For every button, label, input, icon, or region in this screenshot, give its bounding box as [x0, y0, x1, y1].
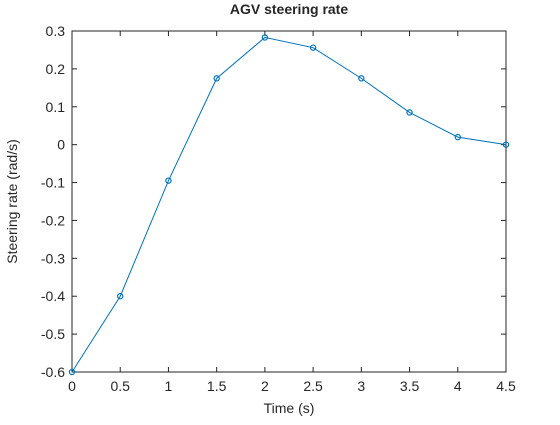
- data-point-marker: [213, 75, 220, 82]
- data-point-marker: [502, 141, 510, 148]
- y-tick-label: -0.5: [41, 326, 65, 342]
- x-tick-label: 3.5: [400, 378, 420, 394]
- y-tick-label: -0.3: [41, 250, 65, 266]
- x-tick-label: 3: [357, 378, 365, 394]
- y-tick-label: 0: [57, 137, 65, 153]
- series-line: [71, 36, 507, 373]
- x-tick-label: 2: [261, 378, 269, 394]
- y-tick-label: -0.1: [41, 175, 65, 191]
- y-ticks: -0.6 -0.5 -0.4 -0.3 -0.2 -0.1 0 0.1 0.2 0.3: [41, 23, 506, 380]
- x-tick-label: 0: [68, 378, 76, 394]
- x-tick-label: 4: [454, 378, 462, 394]
- series-layer: [68, 34, 510, 376]
- data-point-marker: [406, 109, 413, 116]
- plot-area: 0 0.5 1 1.5 2 2.5 3 3.5 4 4.5 -0.6-0.5-0.4-0.3-0.…: [41, 23, 516, 394]
- data-point-marker: [165, 177, 172, 184]
- x-axis-label: Time (s): [264, 400, 315, 416]
- y-tick-label: 0.2: [46, 61, 66, 77]
- x-tick-label: 1.5: [207, 378, 227, 394]
- y-tick-label: -0.6: [41, 364, 65, 380]
- data-point-marker: [309, 44, 317, 51]
- y-tick-label: 0.3: [46, 23, 66, 39]
- x-tick-label: 4.5: [496, 378, 516, 394]
- data-point-marker: [358, 75, 365, 82]
- y-tick-label: 0.1: [46, 99, 66, 115]
- y-tick-label: -0.4: [41, 288, 65, 304]
- data-point-marker: [68, 368, 76, 376]
- x-tick-label: 1: [165, 378, 173, 394]
- x-tick-label: 0.5: [110, 378, 130, 394]
- data-point-marker: [117, 293, 124, 300]
- y-axis-label: Steering rate (rad/s): [4, 139, 20, 264]
- axes-box: [71, 30, 507, 373]
- chart-title: AGV steering rate: [230, 1, 348, 17]
- data-point-marker: [261, 34, 269, 41]
- y-tick-label: -0.2: [41, 212, 65, 228]
- x-ticks: 0 0.5 1 1.5 2 2.5 3 3.5 4 4.5: [68, 31, 516, 394]
- x-tick-label: 2.5: [303, 378, 323, 394]
- data-point-marker: [454, 133, 461, 141]
